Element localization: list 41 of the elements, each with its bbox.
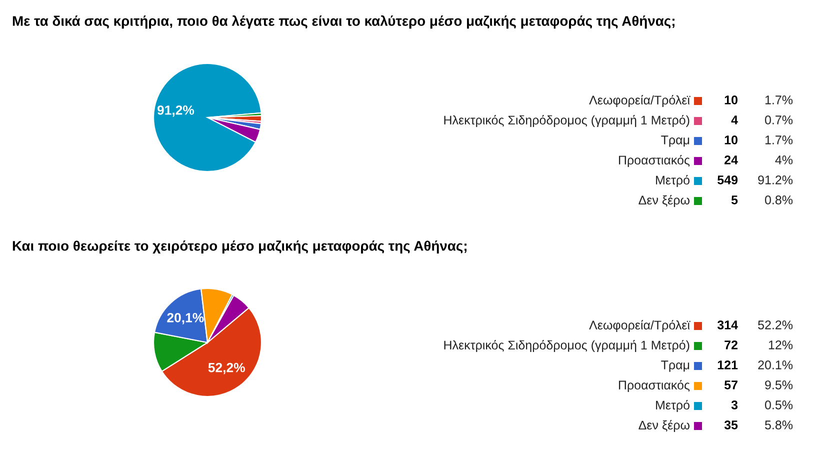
legend-label: Ηλεκτρικός Σιδηρόδρομος (γραμμή 1 Μετρό): [444, 340, 690, 352]
text: 24: [724, 156, 738, 164]
chart-title: Με τα δικά σας κριτήρια, ποιο θα λέγατε πως είναι το καλύτερο μέσο μαζικής μεταφοράς της Αθήνας;: [12, 15, 674, 29]
text: 5: [731, 196, 738, 204]
text: 12%: [768, 340, 793, 350]
legend-label: Δεν ξέρω: [638, 420, 690, 432]
text: 20.1%: [758, 360, 793, 370]
text: 10: [724, 136, 738, 144]
text: 91.2%: [758, 176, 793, 184]
legend-label: Λεωφορεία/Τρόλεϊ: [589, 94, 690, 108]
chart-title: Και ποιο θεωρείτε το χειρότερο μέσο μαζικής μεταφοράς της Αθήνας;: [12, 240, 466, 254]
text: 10: [724, 96, 738, 104]
text: 57: [724, 380, 738, 390]
text: 3: [731, 400, 738, 410]
text: 4%: [775, 156, 793, 164]
data-label: 20,1%: [167, 312, 204, 324]
legend-label: Προαστιακός: [618, 154, 690, 168]
data-label: 52,2%: [208, 362, 245, 374]
legend-label: Μετρό: [656, 174, 690, 188]
text: 52.2%: [758, 320, 793, 330]
legend-label: Μετρό: [656, 400, 690, 412]
data-label: 91,2%: [157, 105, 194, 117]
text: 0.7%: [765, 116, 793, 124]
text: 0.5%: [765, 400, 793, 410]
text: 0.8%: [765, 196, 793, 204]
text: 5.8%: [765, 420, 793, 430]
text: 35: [724, 420, 738, 430]
text: 549: [718, 176, 738, 184]
text: 314: [717, 320, 738, 330]
legend-label: Λεωφορεία/Τρόλεϊ: [589, 320, 690, 332]
text: 72: [724, 340, 738, 350]
legend-label: Τραμ: [661, 360, 690, 372]
text: 4: [731, 116, 738, 124]
legend-label: Δεν ξέρω: [638, 194, 690, 208]
legend-label: Ηλεκτρικός Σιδηρόδρομος (γραμμή 1 Μετρό): [444, 114, 690, 128]
legend-label: Τραμ: [661, 136, 690, 147]
text: 1.7%: [765, 96, 793, 104]
text: 1.7%: [765, 136, 793, 144]
text: 9.5%: [765, 380, 793, 390]
legend-label: Προαστιακός: [618, 380, 690, 392]
text: 121: [718, 360, 738, 370]
